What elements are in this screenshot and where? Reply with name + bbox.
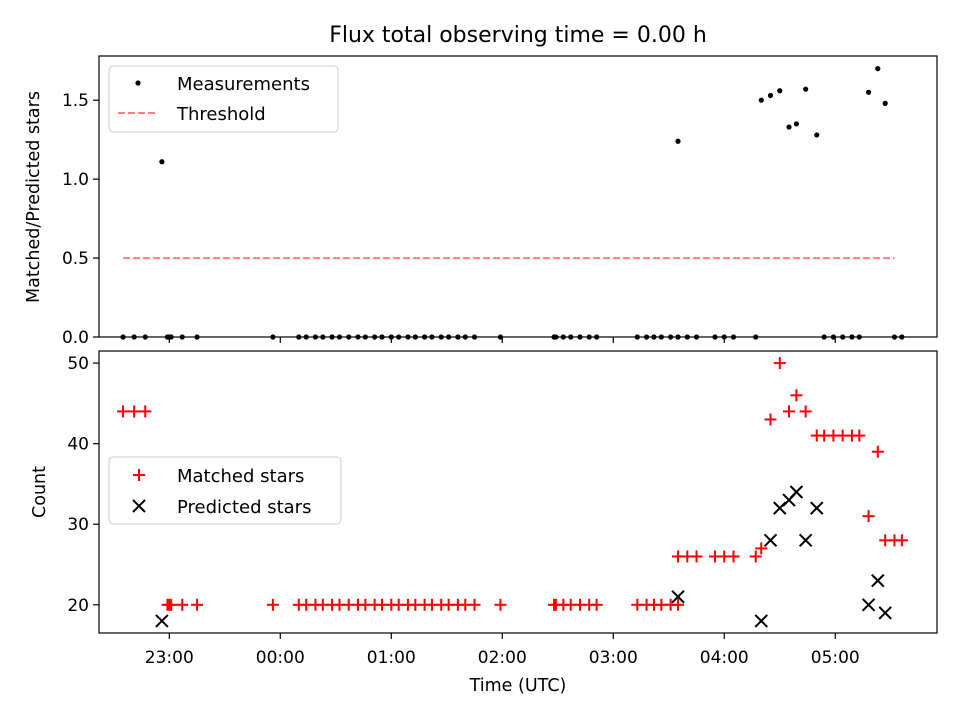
bottom-x-tick-label: 04:00 [700,648,749,668]
bottom-axes-frame [98,350,938,634]
matched-star-point [755,542,768,555]
top-legend-box [108,65,339,133]
matched-star-point [672,598,685,611]
measurement-point [675,138,681,144]
matched-star-point [139,405,152,418]
matched-star-point [494,598,507,611]
threshold-legend-label: Threshold [176,104,266,125]
matched-star-point [799,405,812,418]
matched-star-point [128,405,141,418]
matched-star-point [165,598,178,611]
bottom-x-axis-label: Time (UTC) [469,676,567,696]
top-y-tick-label: 0.5 [62,249,89,269]
top-y-tick-label: 1.5 [62,91,89,111]
matched-star-point [871,445,884,458]
top-legend: Measurements Threshold [108,65,339,133]
predicted-legend-marker [132,499,146,513]
measurement-point [875,66,881,72]
bottom-x-tick-label: 02:00 [478,648,527,668]
bottom-legend-box [108,456,342,525]
matched-star-point [783,405,796,418]
predicted-star-point [810,501,824,515]
bottom-y-tick-label: 20 [67,596,89,616]
top-y-axis-label: Matched/Predicted stars [24,91,44,303]
top-axes-frame [98,55,938,338]
predicted-star-point [754,614,768,628]
predicted-star-point [798,533,813,548]
measurements-legend-label: Measurements [177,74,310,95]
matched-star-point [790,389,803,402]
measurement-point [767,92,774,99]
bottom-x-tick-label: 05:00 [811,648,860,668]
measurement-point [786,124,792,130]
predicted-star-point [861,598,876,612]
bottom-y-tick-label: 50 [67,354,89,374]
matched-legend-marker [133,469,145,481]
bottom-x-tick-label: 01:00 [367,648,416,668]
matched-star-point [749,550,762,563]
predicted-star-point [878,606,892,620]
matched-star-point [727,550,740,563]
bottom-y-tick-label: 40 [67,435,89,455]
predicted-legend-label: Predicted stars [177,497,311,518]
matched-star-point [764,413,777,426]
predicted-star-point [671,590,685,604]
bottom-plot-area [117,357,908,628]
predicted-star-point [763,533,778,548]
matched-legend-label: Matched stars [177,466,304,487]
measurement-point [865,89,872,95]
matched-star-point [773,357,786,370]
measurements-legend-marker [135,80,141,86]
top-chart-title: Flux total observing time = 0.00 h [329,23,707,48]
matched-star-point [862,510,875,523]
measurement-point [159,159,165,165]
matched-star-point [690,550,703,563]
measurement-point [793,121,800,127]
predicted-star-point [871,573,885,588]
matched-star-point [895,534,908,547]
measurement-point [814,132,820,138]
top-y-tick-label: 0.0 [62,328,89,348]
bottom-x-tick-label: 03:00 [589,648,638,668]
bottom-y-tick-label: 30 [67,515,89,535]
predicted-star-point [155,614,169,628]
measurement-point [803,86,809,92]
bottom-x-tick-label: 23:00 [145,648,194,668]
matched-star-point [191,598,204,611]
measurement-point [758,97,764,103]
matched-star-point [853,429,866,442]
bottom-legend: Matched stars Predicted stars [108,456,342,525]
matched-star-point [176,598,189,611]
top-y-tick-label: 1.0 [62,170,89,190]
matched-star-point [590,598,603,611]
matched-star-point [266,598,279,611]
bottom-x-tick-label: 00:00 [256,648,305,668]
matched-star-point [468,598,481,611]
bottom-y-axis-label: Count [30,466,50,518]
matched-star-point [117,405,130,418]
measurement-point [777,88,783,94]
measurement-point [882,100,888,106]
predicted-star-point [789,485,804,499]
